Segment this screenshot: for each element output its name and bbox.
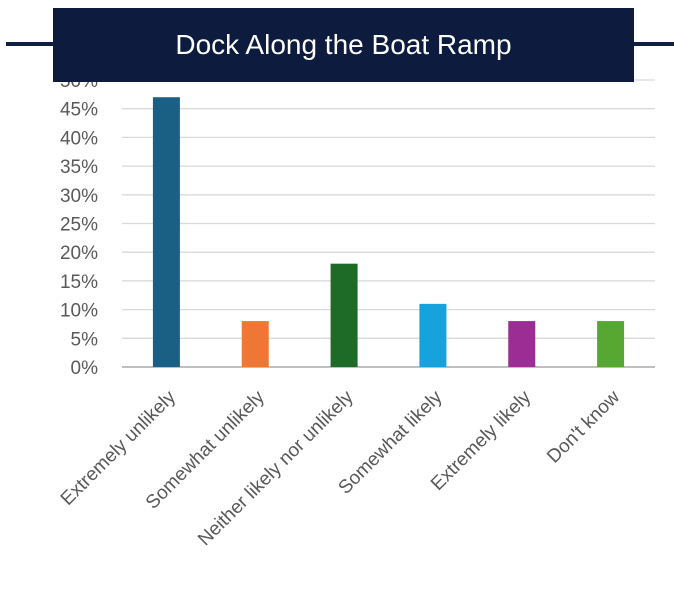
y-tick-label: 5% (71, 329, 99, 350)
y-tick-label: 10% (60, 301, 98, 322)
bar (152, 97, 180, 367)
y-axis-ticks: 0%5%10%15%20%25%30%35%40%45%50% (60, 71, 98, 379)
x-tick-label: Neither likely nor unlikely (194, 386, 358, 550)
y-tick-label: 30% (60, 186, 98, 207)
y-tick-label: 15% (60, 272, 98, 293)
x-tick-label: Don't know (543, 386, 624, 467)
y-tick-label: 40% (60, 128, 98, 149)
title-rule-right (632, 42, 674, 46)
bar (241, 321, 269, 367)
chart-title: Dock Along the Boat Ramp (175, 29, 512, 60)
bar (597, 321, 625, 367)
title-banner: Dock Along the Boat Ramp (53, 8, 634, 82)
title-rule-left (6, 42, 56, 46)
gridlines (122, 79, 655, 368)
y-tick-label: 35% (60, 157, 98, 178)
bar (330, 263, 358, 367)
bar (508, 321, 536, 367)
bar (419, 303, 447, 367)
y-tick-label: 45% (60, 100, 98, 121)
y-tick-label: 20% (60, 243, 98, 264)
y-tick-label: 25% (60, 215, 98, 236)
y-tick-label: 0% (71, 358, 99, 379)
bars (152, 97, 625, 367)
